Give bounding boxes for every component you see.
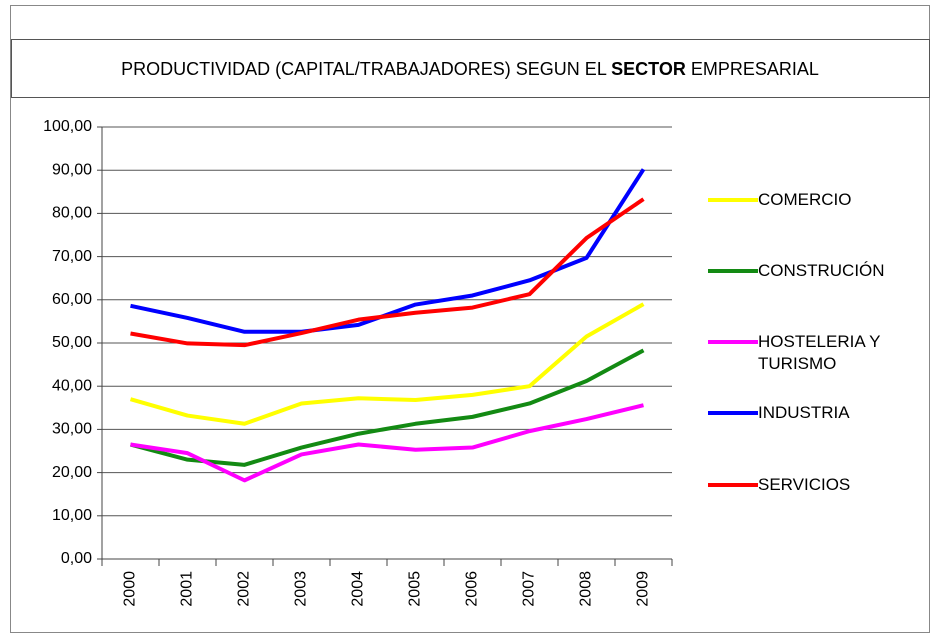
- legend-label: CONSTRUCIÓN: [758, 261, 885, 280]
- title-part: SECTOR: [611, 59, 686, 79]
- x-tick-label: 2007: [521, 571, 538, 607]
- legend-label: HOSTELERIA Y TURISMO: [758, 332, 881, 373]
- series-line: [130, 197, 645, 348]
- legend-swatch: [708, 340, 758, 344]
- legend-label: COMERCIO: [758, 190, 852, 209]
- chart-title: PRODUCTIVIDAD (CAPITAL/TRABAJADORES) SEG…: [121, 59, 819, 79]
- legend-label: SERVICIOS: [758, 475, 851, 494]
- x-tick-label: 2009: [635, 571, 652, 607]
- legend-item: SERVICIOS: [708, 474, 928, 496]
- x-tick-label: 2003: [293, 571, 310, 607]
- chart-border: [10, 5, 930, 633]
- legend-label: INDUSTRIA: [758, 403, 850, 422]
- title-box: [11, 39, 930, 98]
- x-tick-label: 2002: [236, 571, 253, 607]
- legend-item: COMERCIO: [708, 189, 928, 211]
- legend-swatch: [708, 411, 758, 415]
- y-tick-label: 40,00: [52, 377, 92, 394]
- y-tick-label: 30,00: [52, 421, 92, 438]
- legend-swatch: [708, 269, 758, 273]
- y-tick-label: 80,00: [52, 205, 92, 222]
- y-tick-label: 10,00: [52, 507, 92, 524]
- legend-swatch: [708, 198, 758, 202]
- x-tick-label: 2000: [122, 571, 139, 607]
- y-tick-label: 100,00: [43, 118, 92, 135]
- legend-item: CONSTRUCIÓN: [708, 260, 928, 282]
- x-tick-label: 2001: [179, 571, 196, 607]
- legend-item: INDUSTRIA: [708, 402, 928, 424]
- series-line: [129, 302, 645, 426]
- x-tick-label: 2004: [350, 571, 367, 607]
- y-tick-label: 60,00: [52, 291, 92, 308]
- x-tick-label: 2008: [578, 571, 595, 607]
- y-tick-label: 90,00: [52, 161, 92, 178]
- legend-swatch: [708, 483, 758, 487]
- legend-item: HOSTELERIA Y TURISMO: [708, 331, 928, 375]
- series-line: [129, 348, 645, 467]
- y-tick-label: 50,00: [52, 334, 92, 351]
- x-tick-label: 2006: [464, 571, 481, 607]
- y-tick-label: 70,00: [52, 248, 92, 265]
- title-part: EMPRESARIAL: [691, 59, 819, 79]
- x-tick-label: 2005: [407, 571, 424, 607]
- y-tick-label: 0,00: [61, 550, 92, 567]
- title-part: PRODUCTIVIDAD (CAPITAL/TRABAJADORES) SEG…: [121, 59, 607, 79]
- y-tick-label: 20,00: [52, 464, 92, 481]
- series-line: [130, 403, 644, 483]
